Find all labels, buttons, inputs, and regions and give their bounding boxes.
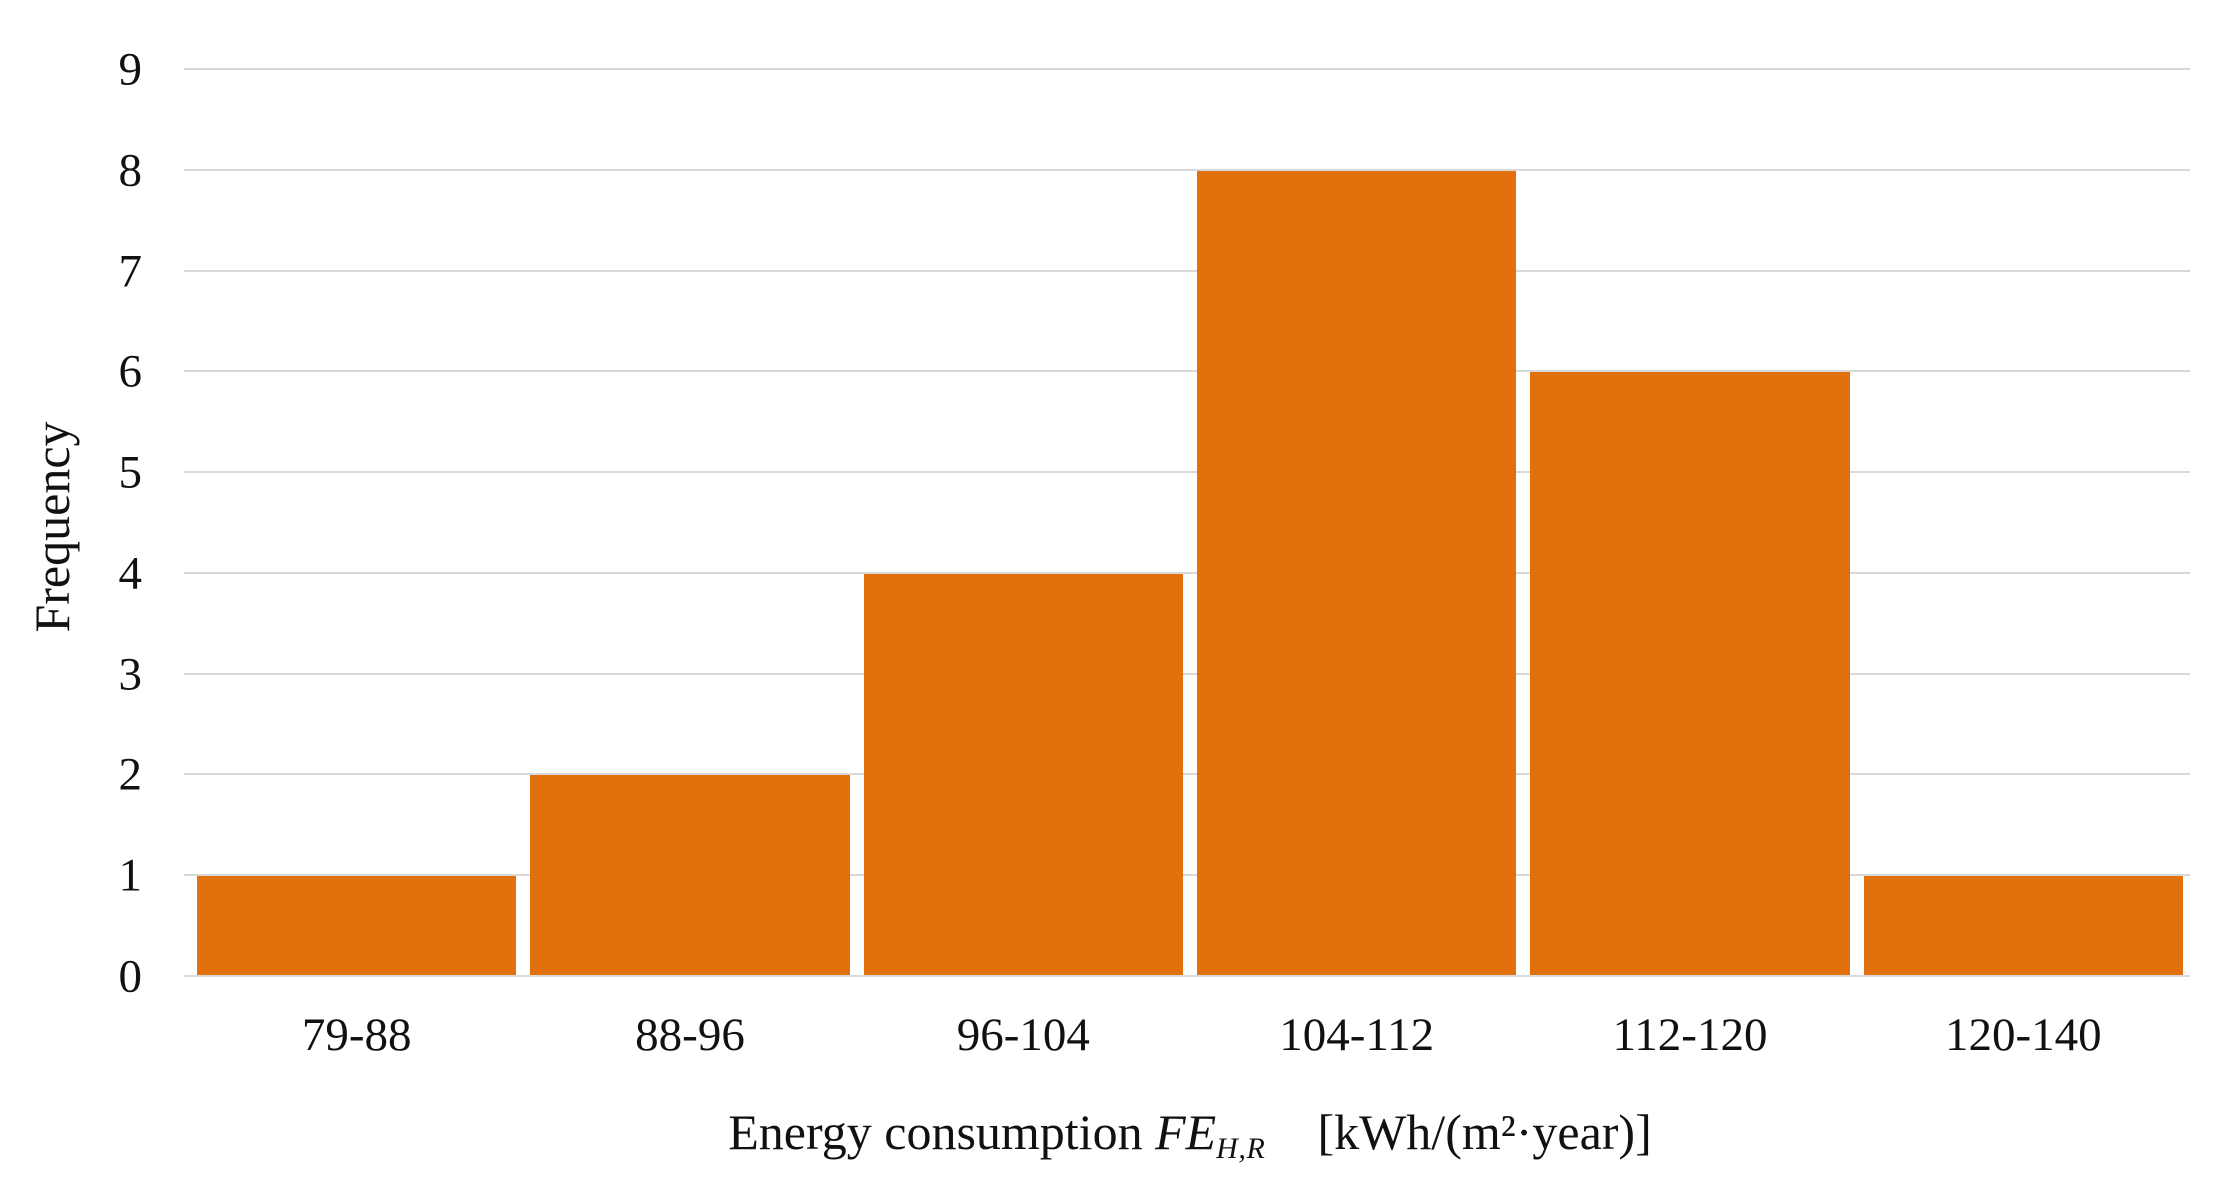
gridline-y-2 [184, 773, 2190, 776]
bar-112-120 [1530, 372, 1850, 975]
x-axis-tick-labels: 79-88 88-96 96-104 104-112 112-120 120-140 [190, 1012, 2190, 1072]
x-axis-title-units: [kWh/(m²·year)] [1317, 1104, 1652, 1160]
y-tick-label-7: 7 [118, 245, 143, 298]
y-tick-label-1: 1 [118, 849, 143, 902]
gridline-y-4 [184, 571, 2190, 574]
y-axis-tick-labels: 0 1 2 3 4 5 6 7 8 9 [30, 46, 143, 1000]
bar-79-88 [197, 876, 517, 975]
bar-88-96 [530, 775, 850, 975]
x-tick-label-79-88: 79-88 [301, 1009, 412, 1061]
bar-96-104 [863, 573, 1183, 975]
x-axis-title: Energy consumption FEH,R [kWh/(m²·year)] [190, 1102, 2190, 1167]
x-tick-label-96-104: 96-104 [956, 1009, 1090, 1061]
y-tick-label-6: 6 [118, 345, 143, 398]
bar-104-112 [1197, 170, 1517, 975]
gridline-y-3 [184, 672, 2190, 675]
y-tick-label-5: 5 [118, 446, 143, 499]
x-tick-label-112-120: 112-120 [1612, 1009, 1768, 1061]
gridline-y-8 [184, 168, 2190, 171]
x-axis-title-text: Energy consumption [728, 1104, 1143, 1160]
gridline-y-9 [184, 68, 2190, 70]
x-tick-label-88-96: 88-96 [635, 1009, 745, 1061]
y-tick-label-9: 9 [118, 43, 143, 96]
y-tick-label-0: 0 [118, 950, 143, 1003]
gridline-y-7 [184, 269, 2190, 272]
y-tick-label-3: 3 [118, 648, 143, 701]
x-tick-label-104-112: 104-112 [1279, 1009, 1435, 1061]
x-tick-label-120-140: 120-140 [1945, 1009, 2102, 1061]
y-tick-label-4: 4 [118, 547, 143, 600]
gridline-y-1 [184, 874, 2190, 877]
plot-area [184, 68, 2190, 977]
gridline-y-6 [184, 370, 2190, 373]
x-axis-title-subscript: H,R [1216, 1132, 1266, 1165]
y-tick-label-2: 2 [118, 748, 143, 801]
y-tick-label-8: 8 [118, 144, 143, 197]
gridline-y-0 [184, 975, 2190, 977]
gridline-y-5 [184, 471, 2190, 474]
x-axis-title-symbol: FE [1155, 1104, 1217, 1160]
bar-120-140 [1863, 876, 2183, 975]
